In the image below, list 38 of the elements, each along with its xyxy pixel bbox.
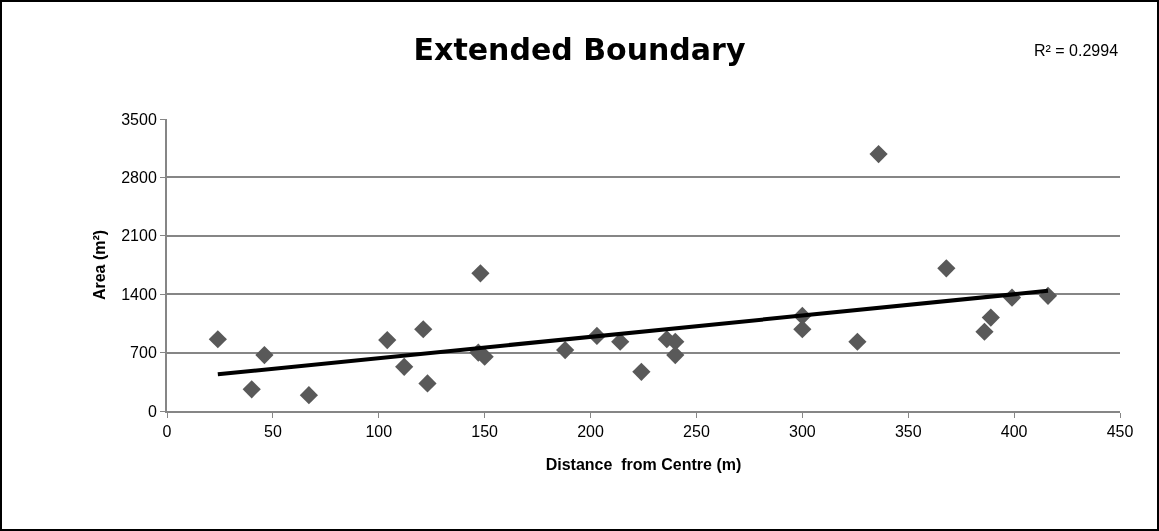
point	[395, 357, 414, 376]
y-axis-title: Area (m²)	[90, 229, 108, 301]
point	[666, 346, 685, 365]
y-tick-label: 700	[130, 344, 157, 362]
point	[981, 308, 1000, 327]
point	[299, 386, 318, 405]
x-tick-label: 50	[263, 423, 282, 441]
point	[414, 320, 433, 339]
x-tick-label: 100	[365, 423, 393, 441]
point	[208, 330, 227, 349]
point	[848, 332, 867, 351]
point	[556, 341, 575, 360]
x-tick-label: 150	[471, 423, 499, 441]
point	[471, 264, 490, 283]
y-tick-label: 3500	[121, 110, 157, 128]
point	[632, 362, 651, 381]
point	[975, 322, 994, 341]
point	[378, 330, 397, 350]
point	[937, 259, 956, 278]
x-tick-label: 200	[577, 423, 605, 441]
point	[255, 346, 274, 365]
y-tick-label: 2100	[121, 227, 157, 245]
y-tick-label: 0	[147, 402, 157, 420]
x-axis-title: Distance from Centre (m)	[545, 456, 742, 473]
y-tick-label: 2800	[121, 169, 157, 186]
text: R² = 0.2994	[1034, 42, 1119, 59]
chart-title: Extended Boundary	[413, 31, 746, 67]
point	[869, 144, 888, 164]
point	[242, 380, 261, 399]
x-tick-label: 0	[162, 423, 172, 441]
x-tick-label: 300	[788, 423, 816, 441]
point	[418, 374, 437, 393]
x-tick-label: 450	[1106, 423, 1134, 441]
x-tick-label: 250	[683, 423, 710, 441]
x-tick-label: 400	[1000, 423, 1028, 441]
point	[793, 320, 812, 339]
x-tick-label: 350	[894, 423, 922, 441]
y-tick-label: 1400	[121, 285, 157, 303]
